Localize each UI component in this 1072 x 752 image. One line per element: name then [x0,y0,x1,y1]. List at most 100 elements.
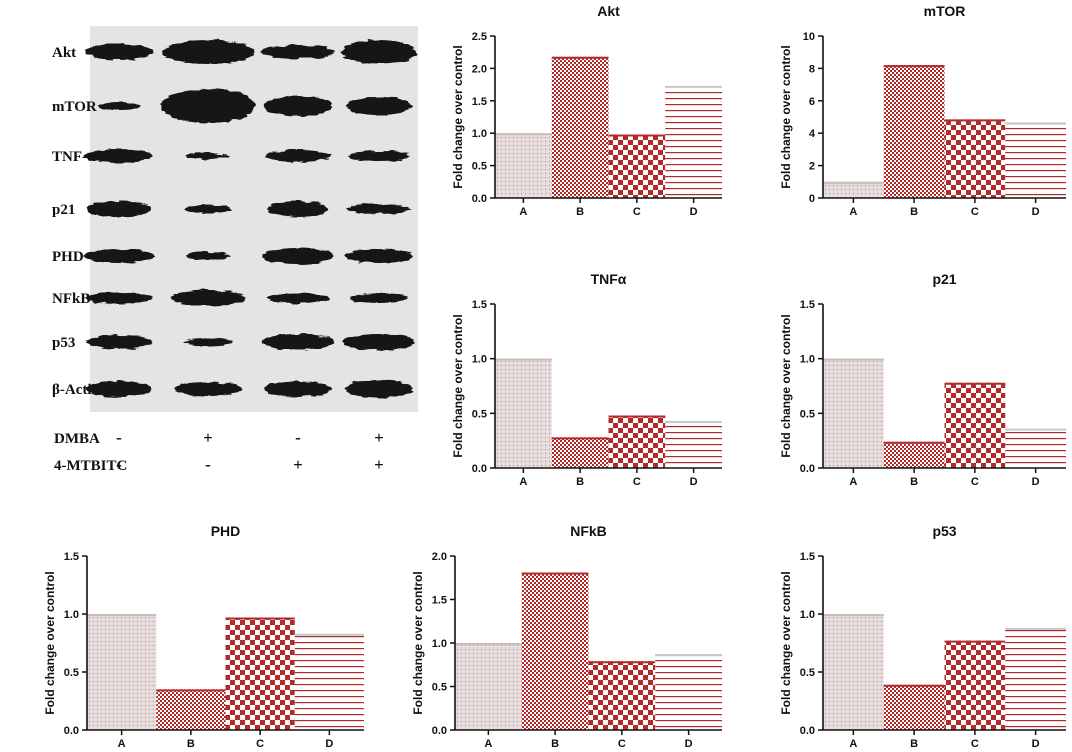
x-tick-label-mtor-d: D [1032,206,1040,218]
y-tick-label-phd-1-5: 1.5 [64,551,79,563]
x-tick-label-phd-d: D [325,738,333,750]
protein-label-akt: Akt [52,45,76,61]
treatment-label-dmba: DMBA [54,431,100,447]
blot-background [90,26,418,412]
chart-title-tnf: TNFα [591,271,627,287]
bar-phd-b [156,689,226,730]
treatment-sign-4-mtbitc-lane-2: - [205,455,211,474]
blot-band-mtor-lane-2 [161,89,255,123]
chart-title-nfkb: NFkB [570,523,607,539]
blot-band-tnf-lane-4 [348,151,410,161]
x-tick-label-p53-b: B [910,738,918,750]
x-tick-label-p21-b: B [910,476,918,488]
bar-nfkb-a [455,643,522,730]
y-tick-label-p53-0-5: 0.5 [800,667,815,679]
bar-mtor-a [823,181,884,198]
blot-band-p53-lane-1 [86,335,152,349]
blot-band-tnf-lane-3 [265,150,331,162]
bar-phd-c [225,617,295,730]
x-tick-label-p21-a: A [849,476,857,488]
x-tick-label-p53-d: D [1032,738,1040,750]
chart-akt: Akt Fold change over control A B C D 0.0 0.5 1.0… [448,0,728,220]
y-axis-label-p53: Fold change over control [779,571,793,714]
y-tick-label-nfkb-1-0: 1.0 [432,638,447,650]
y-tick-label-tnf-0-0: 0.0 [472,463,487,475]
y-tick-label-mtor-2: 2 [809,161,815,173]
protein-label-p53: p53 [52,335,75,351]
y-tick-label-p53-1-5: 1.5 [800,551,815,563]
blot-band-p53-lane-2 [183,338,233,346]
treatment-sign-dmba-lane-1: - [116,428,122,447]
bar-tnf-d [665,420,722,468]
y-tick-label-p53-1-0: 1.0 [800,609,815,621]
treatment-sign-dmba-lane-4: + [374,428,384,447]
x-tick-label-phd-a: A [118,738,126,750]
bar-akt-b [551,56,609,199]
y-tick-label-p21-0-0: 0.0 [800,463,815,475]
y-tick-label-mtor-4: 4 [809,128,816,140]
chart-title-mtor: mTOR [924,3,966,19]
protein-label-mtor: mTOR [52,99,97,115]
chart-mtor: mTOR Fold change over control A B C D 0 2 4 6 8 10 [776,0,1072,220]
x-tick-label-akt-c: C [633,206,641,218]
bar-p53-c [944,640,1006,730]
blot-band-actin-lane-4 [345,380,413,398]
blot-band-akt-lane-1 [85,44,153,60]
protein-label-nfkb: NFkB [52,291,90,307]
y-tick-label-mtor-8: 8 [809,63,815,75]
protein-label-tnf: TNF-α [52,149,96,165]
x-tick-label-p53-a: A [849,738,857,750]
y-tick-label-akt-0-5: 0.5 [472,161,487,173]
x-tick-label-mtor-a: A [849,206,857,218]
y-tick-label-mtor-0: 0 [809,193,815,205]
x-tick-label-akt-a: A [519,206,527,218]
blot-band-nfkb-lane-4 [350,293,408,303]
bar-p21-a [823,358,884,468]
y-tick-label-akt-1-5: 1.5 [472,96,487,108]
x-tick-label-phd-c: C [256,738,264,750]
x-tick-label-p53-c: C [971,738,979,750]
blot-band-p53-lane-4 [343,334,415,350]
x-tick-label-tnf-d: D [690,476,698,488]
x-tick-label-mtor-c: C [971,206,979,218]
blot-band-mtor-lane-4 [346,97,412,115]
blot-band-akt-lane-3 [261,45,335,59]
bar-mtor-b [883,65,945,198]
y-tick-label-p21-0-5: 0.5 [800,408,815,420]
y-tick-label-phd-0-5: 0.5 [64,667,79,679]
x-tick-label-tnf-a: A [519,476,527,488]
bar-p21-d [1005,428,1066,468]
chart-phd: PHD Fold change over control A B C D 0.0 0.5 1.0… [40,520,370,752]
x-tick-label-nfkb-b: B [551,738,559,750]
blot-band-mtor-lane-1 [97,102,141,110]
treatment-sign-4-mtbitc-lane-3: + [293,455,303,474]
y-tick-label-akt-0-0: 0.0 [472,193,487,205]
blot-band-akt-lane-4 [342,40,416,64]
bar-p21-c [944,382,1006,468]
bar-p53-d [1005,627,1066,730]
chart-p53: p53 Fold change over control A B C D 0.0 0.5 1.0… [776,520,1072,752]
bar-akt-c [608,134,666,198]
blot-band-p53-lane-3 [262,334,334,350]
blot-band-p21-lane-4 [347,204,411,214]
y-tick-label-p21-1-5: 1.5 [800,299,815,311]
bar-mtor-c [944,119,1006,198]
western-blot-panel: Akt mTOR TNF-α p21 PHD NFkB p53 β-Actin DMBA - + -… [0,0,440,500]
chart-title-p21: p21 [932,271,956,287]
y-tick-label-nfkb-0-5: 0.5 [432,682,447,694]
x-tick-label-p21-c: C [971,476,979,488]
treatment-sign-dmba-lane-3: - [295,428,301,447]
y-tick-label-phd-0-0: 0.0 [64,725,79,737]
bar-tnf-a [495,358,552,468]
treatment-label-4-mtbitc: 4-MTBITC [54,458,127,474]
bar-nfkb-d [655,654,722,730]
y-tick-label-mtor-6: 6 [809,96,815,108]
y-axis-label-nfkb: Fold change over control [411,571,425,714]
chart-tnfa: TNFα Fold change over control A B C D 0.0 0.5 1.… [448,268,728,490]
chart-title-p53: p53 [932,523,956,539]
bar-tnf-c [608,415,666,468]
treatment-sign-4-mtbitc-lane-4: + [374,455,384,474]
treatment-sign-dmba-lane-2: + [203,428,213,447]
x-tick-label-nfkb-d: D [685,738,693,750]
